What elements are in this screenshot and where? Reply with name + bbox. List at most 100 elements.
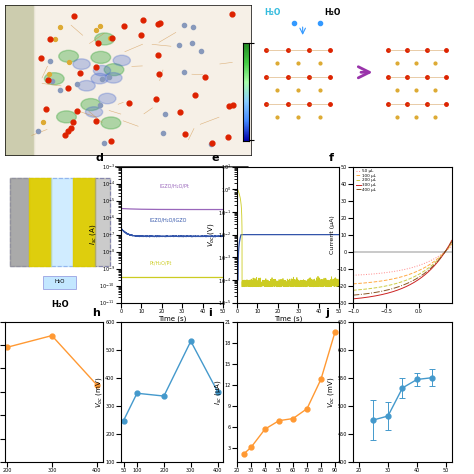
X-axis label: Time (s): Time (s) (158, 315, 186, 322)
Point (208, 139, 215, 146)
Point (76, 70, 83, 77)
Circle shape (93, 65, 110, 76)
100 μL (422, 264, 428, 270)
Circle shape (113, 55, 130, 66)
300 μL (421, 273, 427, 278)
200 μL (389, 282, 395, 287)
Point (100, 139, 107, 147)
Legend: 50 μL, 100 μL, 200 μL, 300 μL, 400 μL: 50 μL, 100 μL, 200 μL, 300 μL, 400 μL (355, 169, 376, 192)
Text: IGZO/H₂O/IGZO: IGZO/H₂O/IGZO (149, 217, 187, 222)
Point (139, 17, 146, 24)
Point (70, 13, 78, 20)
Point (137, 32, 145, 39)
Point (34, 128, 42, 135)
Circle shape (99, 93, 116, 104)
Circle shape (81, 99, 100, 110)
Line: 200 μL: 200 μL (353, 242, 452, 290)
Point (181, 130, 188, 138)
Point (92, 26, 100, 33)
Point (45, 77, 52, 84)
Text: f: f (328, 153, 333, 163)
100 μL (350, 281, 356, 287)
100 μL (389, 276, 395, 282)
Text: IGZO: IGZO (142, 169, 163, 178)
50 μL (362, 272, 368, 277)
100 μL (383, 277, 388, 283)
Point (61, 132, 69, 139)
Point (229, 101, 237, 109)
Y-axis label: $I_{sc}$ (A): $I_{sc}$ (A) (88, 224, 98, 246)
Circle shape (104, 64, 124, 76)
200 μL (421, 268, 427, 274)
Text: Pt/H₂O/Pt: Pt/H₂O/Pt (149, 261, 172, 265)
Point (46, 35, 54, 43)
Text: i: i (209, 308, 212, 318)
Point (67, 125, 75, 132)
Point (37, 54, 45, 62)
300 μL (412, 279, 418, 284)
50 μL (350, 273, 356, 278)
Point (159, 129, 166, 137)
Point (107, 137, 115, 145)
200 μL (412, 273, 418, 279)
Text: h: h (92, 308, 100, 318)
Point (120, 23, 128, 30)
Line: 300 μL: 300 μL (353, 240, 452, 299)
300 μL (389, 289, 395, 295)
100 μL (421, 265, 427, 271)
Point (73, 80, 81, 87)
Circle shape (95, 33, 114, 45)
Point (92, 63, 100, 70)
400 μL (362, 291, 368, 297)
Point (155, 21, 162, 28)
Point (153, 95, 160, 103)
Circle shape (56, 111, 76, 123)
300 μL (362, 295, 368, 301)
Circle shape (85, 107, 103, 117)
Point (162, 110, 169, 118)
400 μL (383, 288, 388, 293)
Point (201, 73, 209, 81)
400 μL (389, 286, 395, 292)
200 μL (449, 239, 455, 245)
Y-axis label: $V_{oc}$ (mV): $V_{oc}$ (mV) (326, 376, 336, 408)
Point (51, 35, 59, 43)
Point (39, 118, 46, 126)
Point (97, 22, 104, 30)
Point (56, 23, 64, 30)
Y-axis label: $V_{oc}$ (V): $V_{oc}$ (V) (206, 222, 216, 247)
Circle shape (91, 51, 110, 64)
50 μL (383, 270, 388, 275)
Circle shape (91, 73, 108, 84)
400 μL (449, 238, 455, 244)
300 μL (422, 272, 428, 278)
Point (156, 19, 164, 27)
Point (46, 57, 54, 65)
50 μL (449, 243, 455, 249)
50 μL (422, 260, 428, 266)
Line: 400 μL: 400 μL (353, 241, 452, 295)
Point (228, 10, 236, 18)
Point (73, 107, 81, 114)
Point (191, 91, 199, 99)
Y-axis label: $I_{sc}$ (μA): $I_{sc}$ (μA) (213, 379, 223, 405)
50 μL (389, 269, 395, 274)
Text: H₂O: H₂O (11, 169, 27, 178)
Bar (43, 276, 76, 289)
Point (56, 86, 64, 93)
Point (65, 58, 73, 65)
Point (176, 109, 183, 116)
Point (99, 75, 106, 82)
Text: d: d (95, 153, 103, 163)
Circle shape (73, 59, 90, 69)
FancyArrowPatch shape (358, 67, 369, 78)
Point (105, 73, 113, 81)
Text: IGZO/H₂O/Pt: IGZO/H₂O/Pt (160, 183, 190, 188)
100 μL (362, 280, 368, 286)
200 μL (350, 287, 356, 293)
Point (64, 127, 72, 135)
Circle shape (45, 73, 64, 85)
Circle shape (101, 117, 121, 129)
Text: j: j (326, 308, 329, 318)
50 μL (412, 264, 418, 270)
